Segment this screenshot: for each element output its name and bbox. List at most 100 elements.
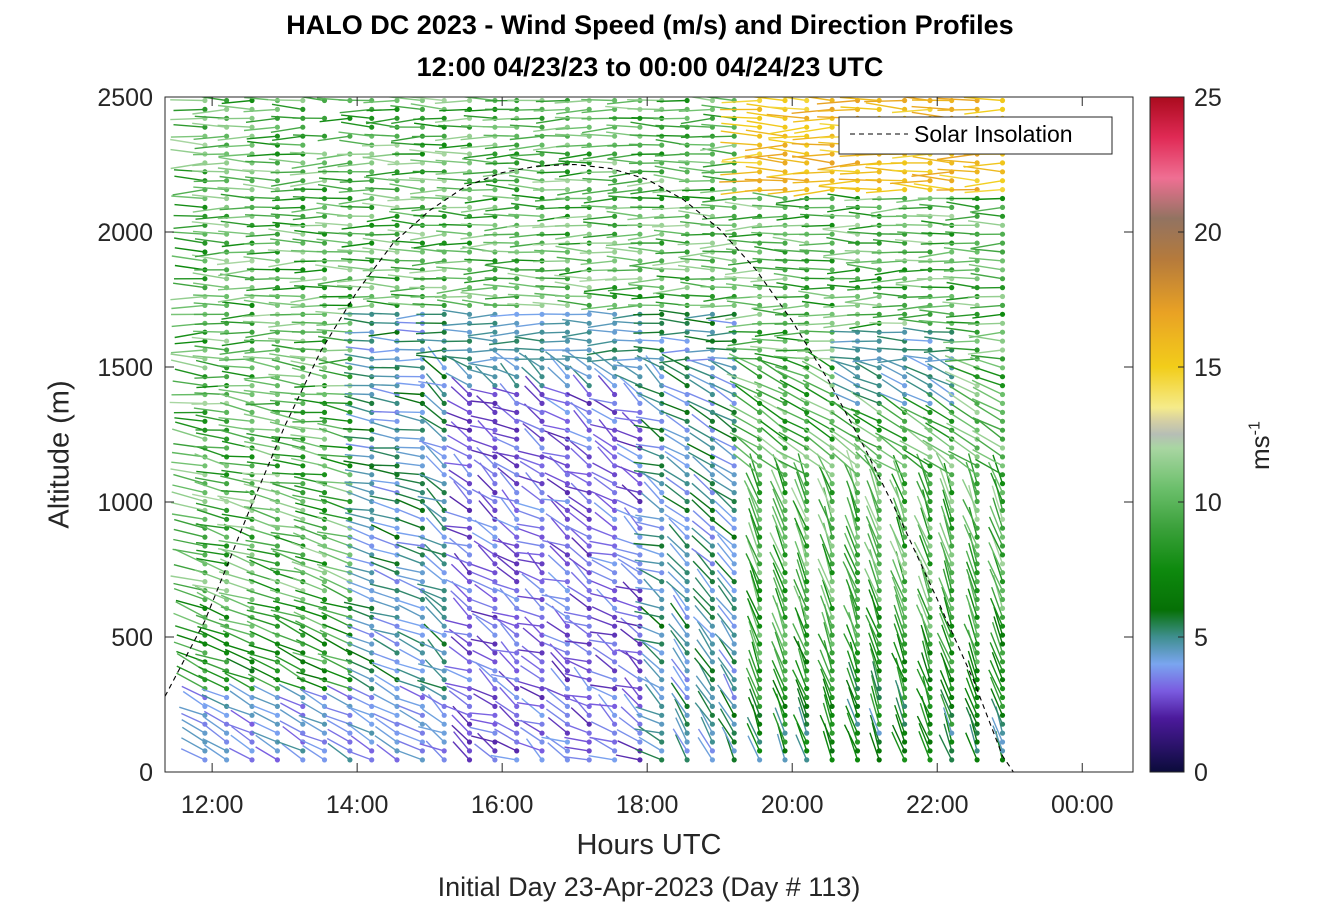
wind-barb: [434, 117, 470, 123]
wind-barb-head: [419, 507, 425, 513]
wind-barb: [772, 454, 786, 484]
wind-barb-head: [637, 267, 643, 273]
wind-barb-head: [492, 641, 498, 647]
wind-barb-head: [564, 757, 571, 763]
wind-barb: [940, 694, 953, 725]
wind-barb-head: [684, 757, 690, 763]
wind-barb: [532, 242, 568, 246]
wind-barb: [695, 675, 713, 698]
wind-barb: [470, 579, 496, 592]
wind-barb: [592, 433, 615, 449]
wind-barb: [752, 257, 786, 262]
wind-barb: [450, 421, 470, 440]
wind-barb-head: [659, 596, 665, 603]
wind-barb-head: [684, 133, 690, 139]
wind-barb: [776, 336, 807, 342]
wind-barb-head: [612, 579, 618, 585]
wind-barb: [623, 693, 641, 716]
wind-barb: [754, 331, 786, 337]
wind-barb: [326, 719, 351, 734]
wind-barb: [744, 153, 786, 159]
wind-barb: [844, 250, 880, 253]
wind-barb: [679, 124, 713, 128]
wind-barb: [547, 554, 568, 574]
wind-barb: [746, 120, 786, 128]
wind-barb: [869, 642, 880, 672]
wind-barb: [775, 203, 807, 209]
wind-barb-head: [804, 124, 810, 130]
wind-barb: [769, 532, 786, 565]
wind-barb: [849, 594, 859, 627]
wind-barb: [921, 220, 952, 226]
wind-barb: [804, 444, 833, 467]
wind-barb: [776, 215, 807, 221]
wind-barb-head: [782, 721, 788, 727]
wind-barb: [490, 366, 517, 378]
wind-barb: [218, 365, 253, 369]
wind-barb-head: [731, 552, 737, 558]
wind-barb: [411, 246, 445, 253]
wind-barb-head: [514, 757, 520, 763]
wind-barb-head: [492, 472, 498, 478]
wind-barb: [678, 143, 713, 146]
wind-barb: [607, 144, 640, 147]
wind-barb: [535, 117, 568, 124]
wind-barb-head: [466, 240, 473, 246]
wind-barb-head: [782, 694, 788, 701]
wind-barb: [343, 435, 372, 440]
wind-barb: [493, 461, 518, 476]
wind-barb-head: [757, 391, 763, 398]
wind-barb: [967, 614, 978, 645]
wind-barb-head: [492, 668, 498, 674]
wind-barb: [635, 586, 662, 592]
wind-barb-head: [369, 391, 375, 398]
wind-barb: [685, 329, 713, 333]
wind-barb: [939, 670, 953, 698]
wind-barb: [547, 432, 568, 449]
wind-barb-head: [466, 151, 473, 157]
wind-barb: [691, 482, 713, 503]
wind-barb-head: [927, 712, 933, 718]
wind-barb: [688, 404, 713, 422]
wind-barb-head: [564, 391, 571, 398]
wind-barb: [170, 359, 206, 369]
wind-barb: [494, 700, 518, 716]
wind-barb-head: [709, 106, 716, 112]
wind-barb-head: [202, 374, 208, 380]
wind-barb: [344, 507, 372, 512]
wind-barb: [671, 586, 688, 609]
wind-barb: [497, 538, 518, 556]
wind-barb: [823, 295, 858, 299]
wind-barb-head: [300, 454, 306, 460]
wind-barb: [662, 495, 688, 511]
wind-barb-head: [224, 302, 230, 308]
wind-barb-head: [684, 579, 690, 585]
wind-barb: [579, 278, 615, 282]
wind-barb-head: [829, 712, 835, 718]
wind-barb-head: [731, 694, 737, 701]
wind-barb: [453, 480, 471, 502]
wind-barb: [890, 570, 906, 600]
wind-barb: [269, 294, 303, 298]
wind-barb: [712, 411, 735, 431]
wind-barb-head: [829, 561, 835, 567]
wind-barb: [482, 126, 517, 128]
wind-barb: [678, 264, 713, 271]
wind-barb: [347, 667, 372, 681]
wind-barb-head: [902, 418, 908, 424]
wind-barb: [217, 548, 253, 556]
wind-barb: [374, 725, 398, 743]
wind-barb-head: [876, 338, 882, 344]
wind-barb: [880, 372, 905, 387]
wind-barb-head: [876, 579, 882, 585]
wind-barb: [170, 349, 205, 354]
wind-barb-head: [369, 311, 375, 317]
wind-barb-head: [466, 721, 473, 727]
wind-barb: [993, 616, 1004, 645]
wind-barb: [192, 122, 227, 128]
wind-barb-head: [949, 329, 955, 335]
wind-barb-head: [876, 472, 882, 478]
wind-barb-head: [854, 534, 861, 540]
wind-barb: [293, 340, 325, 344]
wind-barb-head: [274, 160, 280, 166]
